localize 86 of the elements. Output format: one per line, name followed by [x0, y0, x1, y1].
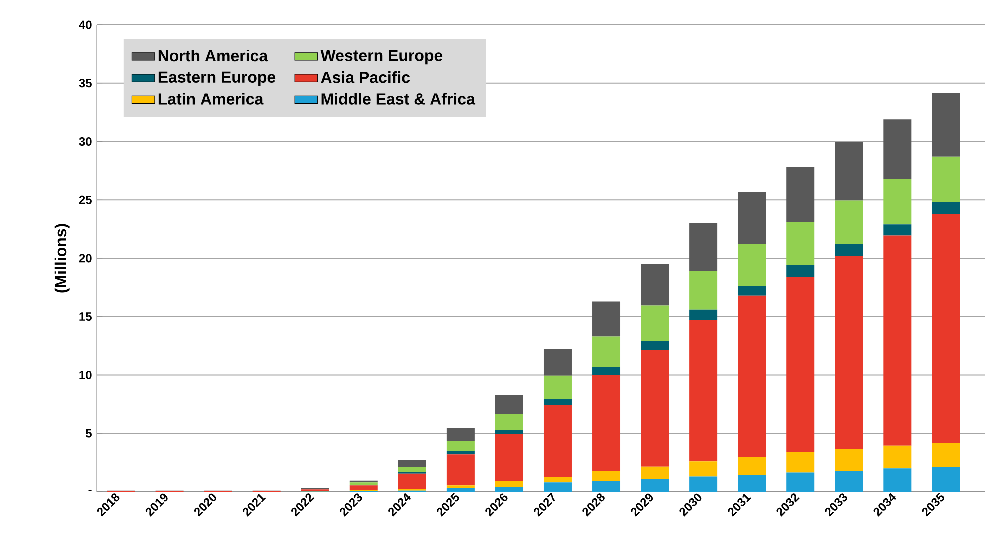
bar — [398, 467, 426, 472]
bar — [932, 93, 960, 157]
bar — [544, 399, 572, 406]
bar — [592, 302, 621, 337]
bar — [786, 167, 815, 222]
y-tick-label: 5 — [86, 429, 92, 438]
bar — [690, 462, 718, 477]
bar — [641, 466, 670, 480]
bar — [690, 476, 718, 492]
bar — [544, 482, 572, 492]
bar — [641, 341, 670, 350]
bar — [544, 348, 572, 376]
bar — [592, 367, 621, 376]
y-axis-title: (Millions) — [54, 224, 70, 293]
bar — [641, 350, 670, 467]
legend-label: Eastern Europe — [158, 72, 276, 86]
bar — [446, 486, 475, 488]
bar — [690, 320, 718, 462]
bar — [738, 286, 766, 296]
bar — [446, 441, 475, 452]
bar — [690, 271, 718, 310]
bar — [835, 256, 864, 450]
bar — [884, 446, 912, 469]
y-tick-label: 15 — [80, 312, 92, 322]
bar — [495, 430, 524, 434]
bar — [932, 467, 960, 492]
bar — [592, 336, 621, 368]
bar — [932, 442, 960, 468]
bar — [592, 481, 621, 492]
bar — [738, 192, 766, 244]
bar — [835, 244, 864, 256]
bar — [884, 236, 912, 446]
bar — [835, 449, 864, 471]
bar — [738, 296, 766, 457]
bar — [932, 156, 960, 202]
bar — [786, 222, 815, 266]
y-tick-label: - — [88, 490, 92, 492]
y-tick-label: 30 — [79, 137, 92, 146]
y-tick-label: 20 — [79, 254, 92, 263]
bar — [350, 486, 378, 490]
bar — [641, 264, 670, 306]
bar — [884, 224, 912, 236]
legend-label: Latin America — [158, 93, 264, 105]
bar — [835, 142, 864, 201]
bar — [592, 470, 621, 482]
bar — [544, 405, 572, 478]
legend-label: Middle East & Africa — [322, 93, 476, 105]
legend-label: Western Europe — [320, 50, 443, 65]
y-tick-label: 25 — [79, 196, 92, 204]
bar — [786, 452, 815, 473]
legend-label: North America — [158, 50, 268, 62]
bar — [592, 375, 621, 471]
y-tick-label: 35 — [79, 79, 92, 88]
bar — [738, 456, 766, 476]
bar — [641, 306, 670, 342]
bar — [786, 277, 815, 452]
bar — [495, 395, 524, 414]
bar — [544, 376, 572, 400]
bar — [786, 265, 815, 278]
bar — [932, 202, 960, 214]
bar — [738, 244, 766, 287]
bar — [835, 470, 864, 492]
bar — [446, 488, 475, 492]
bar — [446, 454, 475, 486]
y-tick-label: 40 — [79, 20, 92, 30]
bar — [398, 474, 426, 490]
bar — [884, 120, 912, 180]
bar — [641, 479, 670, 492]
bar — [690, 310, 718, 320]
bar — [738, 475, 766, 492]
bar — [495, 487, 524, 492]
bar — [786, 472, 815, 492]
bar — [884, 468, 912, 492]
bar — [495, 481, 524, 488]
bar — [835, 200, 864, 244]
bar — [446, 451, 475, 455]
bar — [495, 414, 524, 430]
bar — [398, 460, 426, 468]
bar — [544, 477, 572, 483]
bar — [446, 428, 475, 442]
bar — [690, 223, 718, 272]
bar — [495, 434, 524, 482]
legend-label: Asia Pacific — [321, 72, 410, 84]
bar — [884, 179, 912, 225]
bar — [932, 214, 960, 443]
y-tick-label: 10 — [80, 370, 92, 380]
